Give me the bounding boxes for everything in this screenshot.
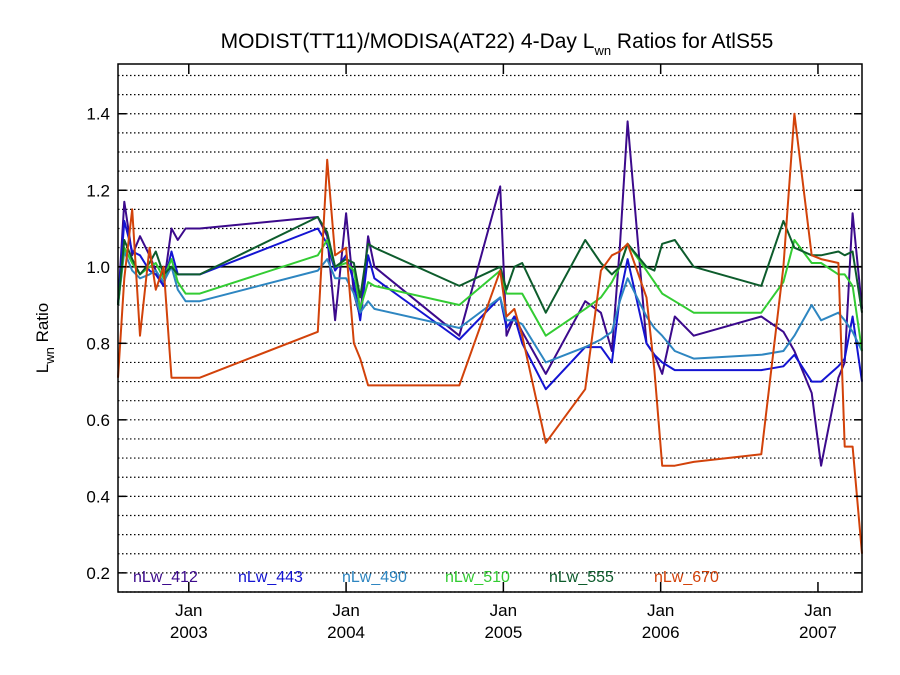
series-line-nlw-490 [117,250,863,364]
chart-title: MODIST(TT11)/MODISA(AT22) 4-Day Lwn Rati… [221,30,774,58]
x-tick-label-year: 2007 [799,623,837,642]
x-tick-label-year: 2006 [642,623,680,642]
legend-item-nlw-510: nLw_510 [445,569,510,586]
x-tick-label-month: Jan [804,601,831,620]
legend: nLw_412 nLw_443 nLw_490 nLw_510 nLw_555 nLw_6… [133,569,719,586]
x-tick-label-year: 2003 [170,623,208,642]
x-tick-label-year: 2004 [327,623,365,642]
x-tick-label-month: Jan [175,601,202,620]
series-line-nlw-555 [117,216,863,314]
y-tick-label: 0.6 [86,411,110,430]
legend-item-nlw-555: nLw_555 [549,569,614,586]
y-axis-label: Lwn Ratio [33,303,57,374]
legend-item-nlw-412: nLw_412 [133,569,198,586]
y-tick-label: 1.2 [86,181,110,200]
legend-item-nlw-670: nLw_670 [654,569,719,586]
x-axis: Jan 2003 Jan 2004 Jan 2005 Jan 2006 Jan 2007 [170,64,837,642]
series-line-nlw-670 [117,112,863,554]
y-tick-label: 0.8 [86,334,110,353]
x-tick-label-month: Jan [647,601,674,620]
y-tick-label: 0.2 [86,564,110,583]
y-axis: 0.2 0.4 0.6 0.8 1.0 1.2 1.4 [86,105,862,583]
y-tick-label: 1.0 [86,258,110,277]
series-lines [117,112,863,554]
y-tick-label: 1.4 [86,105,110,124]
legend-item-nlw-490: nLw_490 [342,569,407,586]
plot-frame [117,63,863,593]
y-tick-label: 0.4 [86,487,110,506]
series-line-nlw-443 [117,219,863,391]
legend-item-nlw-443: nLw_443 [238,569,303,586]
x-tick-label-month: Jan [332,601,359,620]
x-tick-label-month: Jan [490,601,517,620]
series-line-nlw-510 [117,239,863,352]
gridlines [118,74,862,593]
x-tick-label-year: 2005 [484,623,522,642]
